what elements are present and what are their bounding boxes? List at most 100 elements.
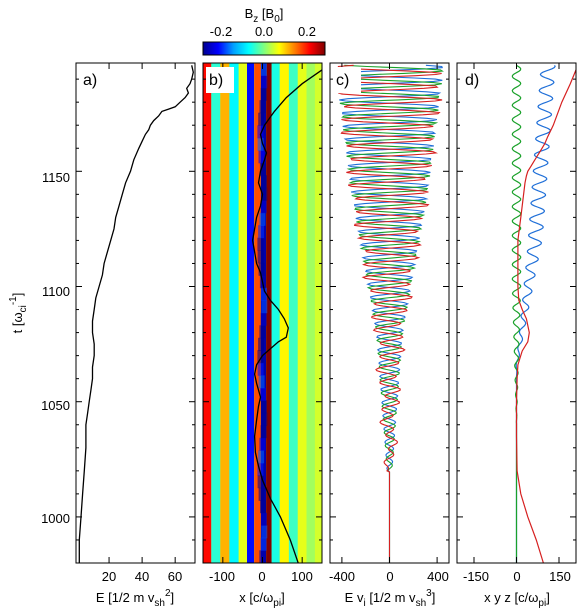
colorbar-gradient	[202, 41, 326, 56]
heatmap-stripe	[211, 63, 221, 563]
y-position-line	[515, 65, 556, 563]
heatmap-cell	[258, 112, 265, 126]
heatmap-stripe	[271, 63, 280, 563]
panel-a-ticks	[76, 63, 195, 564]
heatmap-cell	[260, 537, 267, 551]
heatmap-cell	[257, 237, 264, 251]
panel-a-label: a)	[83, 72, 97, 89]
panel-a-xtick-label: 40	[135, 569, 149, 584]
heatmap-stripe	[288, 63, 298, 563]
heatmap-cell	[259, 162, 266, 176]
panel-c-xtick-label: -400	[329, 569, 355, 584]
heatmap-cell	[258, 450, 265, 464]
heatmap-cell	[259, 437, 266, 451]
heatmap-cell	[261, 175, 267, 189]
heatmap-cell	[258, 337, 265, 351]
colorbar-tick-label: -0.2	[210, 24, 232, 39]
heatmap-stripe	[279, 63, 289, 563]
colorbar: Bz [B0] -0.2 0.0 0.2	[202, 6, 326, 56]
panel-b-xtick-label: 0	[258, 569, 265, 584]
heatmap-cell	[260, 387, 266, 401]
y-tick-label: 1000	[41, 511, 70, 526]
heatmap-cell	[257, 350, 264, 364]
heatmap-stripe	[297, 63, 307, 563]
heatmap-cell	[261, 300, 268, 314]
panel-d-plot	[511, 64, 576, 563]
heatmap-cell	[258, 487, 265, 501]
heatmap-cell	[261, 187, 268, 201]
heatmap-stripe	[247, 63, 255, 563]
panel-c-label: c)	[336, 72, 349, 89]
heatmap-stripe	[203, 63, 212, 563]
z-position-line	[511, 64, 522, 563]
colorbar-tick-label: 0.2	[298, 24, 316, 39]
heatmap-stripe	[314, 63, 322, 563]
heatmap-stripe	[238, 63, 247, 563]
heatmap-cell	[261, 63, 267, 76]
panel-a-xlabel: E [1/2 m vsh2]	[96, 588, 174, 609]
panel-c-xlabel: E vi [1/2 m vsh3]	[345, 588, 436, 609]
panel-a-xtick-label: 60	[168, 569, 182, 584]
heatmap-cell	[261, 525, 268, 539]
panel-a: a) 20 40 60 E [1/2 m vsh2]	[75, 62, 196, 609]
flux-line	[333, 64, 443, 563]
position-line	[251, 69, 322, 563]
heatmap-stripe	[229, 63, 239, 563]
panel-c-xtick-label: 0	[386, 569, 393, 584]
heatmap-stripe	[306, 63, 315, 563]
heatmap-cell	[259, 212, 266, 226]
panel-c-ticks	[330, 63, 449, 564]
panel-d-xtick-label: -150	[463, 569, 489, 584]
heatmap-cell	[261, 75, 268, 89]
heatmap-stripe	[220, 63, 230, 563]
panel-a-plot	[78, 65, 194, 563]
panel-a-frame	[75, 62, 196, 564]
heatmap-cell	[258, 225, 265, 239]
y-tick-label: 1050	[41, 398, 70, 413]
y-tick-label: 1150	[42, 170, 70, 185]
heatmap-cell	[257, 362, 264, 376]
panel-c-plot	[333, 64, 444, 563]
panel-c: c) -400 0 400 E vi [1/2 m vsh3]	[329, 62, 450, 609]
heatmap-cell	[258, 375, 265, 389]
panel-d: d) -150 0 150 x y z [c/ωpi]	[456, 62, 577, 609]
heatmap-cell	[259, 100, 266, 114]
panel-d-xtick-label: 0	[513, 569, 520, 584]
y-axis-label: t [ωci-1]	[8, 293, 29, 334]
heatmap-cell	[260, 312, 267, 326]
colorbar-tick-label: 0.0	[255, 24, 273, 39]
panel-d-xlabel: x y z [c/ωpi]	[484, 590, 550, 609]
heatmap-cell	[257, 137, 264, 151]
heatmap-cell	[258, 150, 265, 164]
energy-line	[78, 65, 194, 563]
panel-d-label: d)	[465, 72, 479, 89]
y-tick-labels: 1000 1050 1100 1150	[41, 170, 70, 526]
heatmap-cell	[257, 125, 264, 139]
heatmap-cell	[260, 87, 267, 101]
heatmap-cell	[257, 250, 264, 264]
heatmap-cell	[261, 412, 268, 426]
panel-d-xtick-label: 150	[549, 569, 571, 584]
panel-d-ticks	[457, 63, 576, 564]
panel-b-xtick-label: -100	[209, 569, 235, 584]
heatmap-cell	[261, 512, 267, 526]
heatmap-cell	[260, 200, 267, 214]
panel-a-xtick-label: 20	[102, 569, 116, 584]
heatmap-cell	[260, 500, 266, 514]
heatmap-cell	[260, 425, 267, 439]
heatmap-stripe	[254, 63, 261, 563]
panel-b: b) -100 0 100 x [c/ωpi]	[202, 62, 323, 609]
heatmap-stripe	[266, 63, 272, 563]
panel-b-xtick-label: 100	[291, 569, 313, 584]
heatmap-cell	[261, 287, 267, 301]
panel-c-label-bg	[333, 67, 361, 93]
heatmap-cell	[258, 262, 265, 276]
panel-b-label: b)	[209, 72, 223, 89]
panel-b-ticks	[203, 63, 322, 564]
heatmap-cell	[261, 400, 267, 414]
colorbar-label: Bz [B0]	[245, 6, 284, 25]
heatmap-cell	[257, 462, 264, 476]
panel-b-plot	[203, 63, 322, 563]
heatmap-cell	[257, 475, 264, 489]
